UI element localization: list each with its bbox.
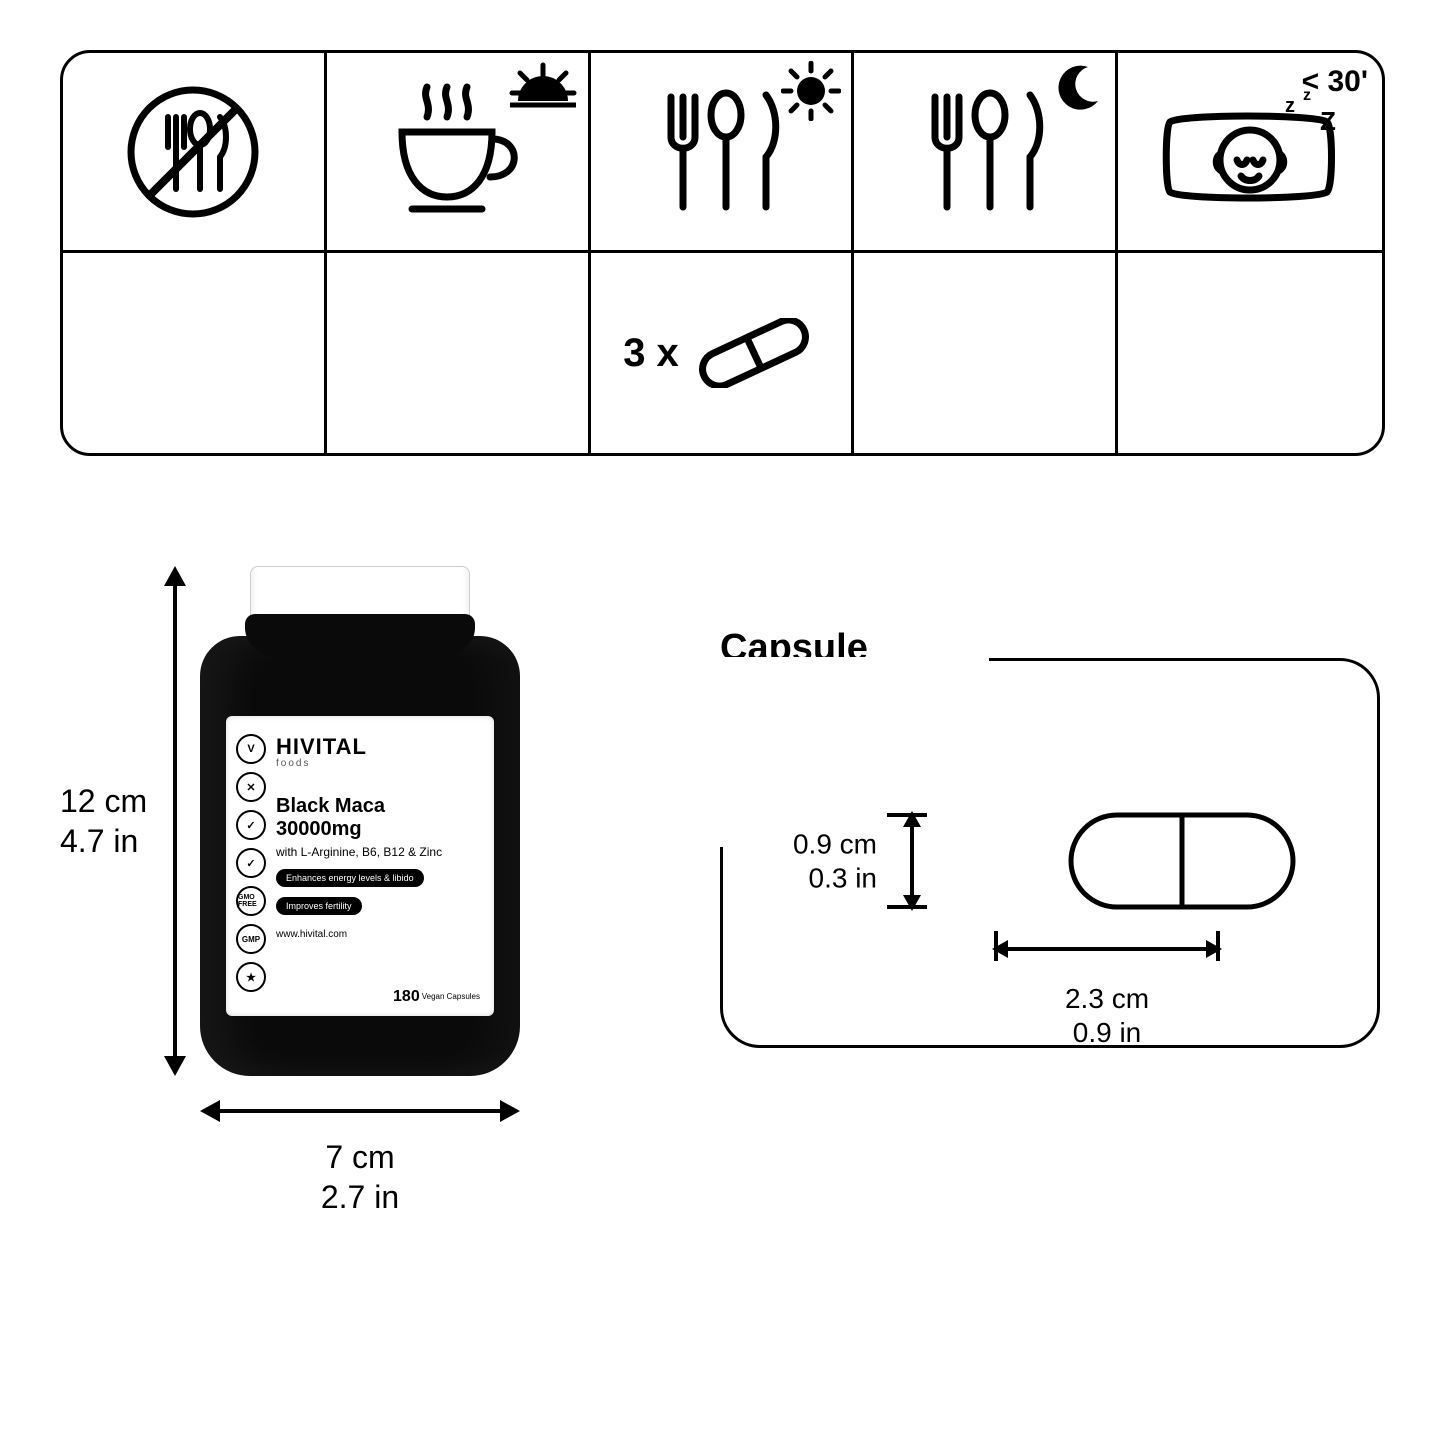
dose-cell-lunch: 3 x <box>591 253 855 453</box>
dosage-qty: 3 x <box>623 331 679 376</box>
capsule-count: 180Vegan Capsules <box>393 988 480 1006</box>
no-food-icon <box>118 77 268 227</box>
brand-name: HIVITAL <box>276 734 478 760</box>
capsule-icon <box>689 318 819 388</box>
dimension-arrow-vertical-icon <box>887 811 937 911</box>
website: www.hivital.com <box>276 929 478 940</box>
bedtime-limit-label: < 30' <box>1302 65 1368 99</box>
utensils-icon <box>641 77 801 227</box>
badge-icon: V <box>236 734 266 764</box>
badge-icon: GMO FREE <box>236 886 266 916</box>
dimension-arrow-vertical-icon <box>160 566 190 1076</box>
dimensions-section: 12 cm 4.7 in V ✕ ✓ ✓ GMO FREE GMP ★ <box>60 566 1385 1246</box>
capsule-frame: 0.9 cm 0.3 in 2.3 cm 0.9 in <box>720 658 1380 1048</box>
bottle-dimensions: 12 cm 4.7 in V ✕ ✓ ✓ GMO FREE GMP ★ <box>60 566 580 1246</box>
claim-1: Enhances energy levels & libido <box>276 869 424 887</box>
capsule-height-label: 0.9 cm 0.3 in <box>793 828 877 895</box>
dose-cell-empty-4 <box>1118 253 1382 453</box>
dimension-arrow-horizontal-icon <box>200 1096 520 1126</box>
badge-icon: ✕ <box>236 772 266 802</box>
cell-bedtime: < 30' z z Z <box>1118 53 1382 253</box>
dose-cell-empty-1 <box>63 253 327 453</box>
product-subtitle: with L-Arginine, B6, B12 & Zinc <box>276 845 478 859</box>
cell-breakfast <box>327 53 591 253</box>
product-bottle: V ✕ ✓ ✓ GMO FREE GMP ★ HIVITAL foods Bla… <box>200 566 520 1076</box>
sunrise-icon <box>508 61 578 116</box>
capsule-dimensions-panel: Capsule Cápsula Gélule Kapsel <box>720 626 1380 1048</box>
dose-cell-empty-2 <box>327 253 591 453</box>
cell-no-food <box>63 53 327 253</box>
sun-icon <box>781 61 841 126</box>
bottle-width-label: 7 cm 2.7 in <box>200 1137 520 1217</box>
bottle-width-dimension: 7 cm 2.7 in <box>200 1096 520 1216</box>
claim-2: Improves fertility <box>276 897 362 915</box>
capsule-width-dimension: 2.3 cm 0.9 in <box>992 931 1222 1049</box>
capsule-height-dimension: 0.9 cm 0.3 in <box>822 811 937 911</box>
capsule-shape-icon <box>1067 811 1297 911</box>
brand-sub: foods <box>276 758 478 769</box>
product-name: Black Maca 30000mg <box>276 795 478 841</box>
badge-icon: ✓ <box>236 848 266 878</box>
badge-icon: ✓ <box>236 810 266 840</box>
bottle-height-dimension: 12 cm 4.7 in <box>60 566 190 1076</box>
badge-icon: GMP <box>236 924 266 954</box>
dimension-arrow-horizontal-icon <box>992 931 1222 971</box>
cert-badges: V ✕ ✓ ✓ GMO FREE GMP ★ <box>236 734 270 992</box>
dosage-schedule-table: < 30' z z Z 3 x <box>60 50 1385 456</box>
bottle-label: V ✕ ✓ ✓ GMO FREE GMP ★ HIVITAL foods Bla… <box>226 716 494 1016</box>
sleeping-icon: z z Z <box>1155 82 1345 222</box>
svg-text:Z: Z <box>1320 106 1336 136</box>
utensils-icon <box>905 77 1065 227</box>
bottle-body: V ✕ ✓ ✓ GMO FREE GMP ★ HIVITAL foods Bla… <box>200 636 520 1076</box>
badge-icon: ★ <box>236 962 266 992</box>
bottle-height-label: 12 cm 4.7 in <box>60 781 147 861</box>
cell-dinner <box>854 53 1118 253</box>
moon-icon <box>1050 61 1105 121</box>
capsule-width-label: 2.3 cm 0.9 in <box>992 982 1222 1049</box>
dose-cell-empty-3 <box>854 253 1118 453</box>
svg-text:z: z <box>1285 95 1295 117</box>
cell-lunch <box>591 53 855 253</box>
